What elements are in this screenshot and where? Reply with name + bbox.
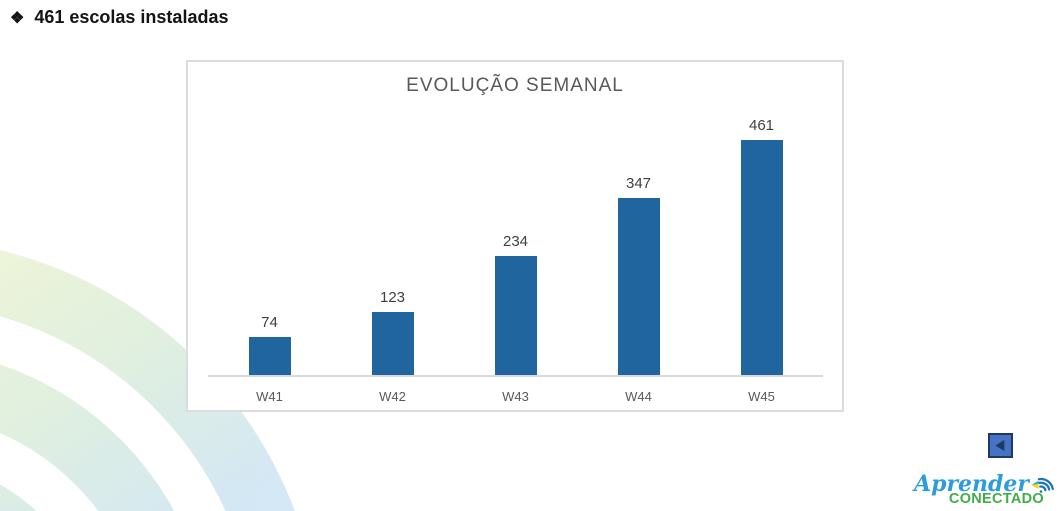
x-axis-line bbox=[208, 375, 823, 377]
bar-value-label: 461 bbox=[748, 117, 775, 134]
bar-w45 bbox=[740, 140, 783, 375]
wifi-signal-icon bbox=[1031, 477, 1054, 493]
bar-value-label: 347 bbox=[625, 175, 652, 192]
bar-w43 bbox=[494, 256, 537, 375]
x-axis-label: W41 bbox=[256, 389, 283, 404]
bar-column-w44: 347 W44 bbox=[577, 62, 700, 410]
bar-value-label: 74 bbox=[261, 314, 278, 331]
aprender-conectado-logo: Aprender CONECTADO bbox=[914, 464, 1054, 507]
left-triangle-icon bbox=[995, 439, 1005, 452]
bar-column-w42: 123 W42 bbox=[331, 62, 454, 410]
logo-text-aprender: Aprender bbox=[914, 471, 1030, 497]
x-axis-label: W43 bbox=[502, 389, 529, 404]
x-axis-label: W45 bbox=[748, 389, 775, 404]
bar-value-label: 123 bbox=[379, 289, 406, 306]
bar-w42 bbox=[371, 312, 414, 375]
bar-value-label: 234 bbox=[502, 233, 529, 250]
chart-title: EVOLUÇÃO SEMANAL bbox=[406, 75, 624, 96]
slide-heading: ❖ 461 escolas instaladas bbox=[10, 7, 228, 28]
bar-w41 bbox=[248, 337, 291, 375]
bar-column-w43: 234 W43 bbox=[454, 62, 577, 410]
back-button[interactable] bbox=[988, 433, 1013, 458]
x-axis-label: W42 bbox=[379, 389, 406, 404]
bar-column-w45: 461 W45 bbox=[700, 62, 823, 410]
plot-area: 74 W41 123 W42 234 W43 bbox=[208, 62, 823, 410]
diamond-bullet-icon: ❖ bbox=[10, 10, 25, 27]
bar-column-w41: 74 W41 bbox=[208, 62, 331, 410]
x-axis-label: W44 bbox=[625, 389, 652, 404]
slide-heading-text: 461 escolas instaladas bbox=[34, 7, 229, 27]
logo-text-conectado: CONECTADO bbox=[948, 491, 1044, 507]
bar-w44 bbox=[617, 198, 660, 375]
weekly-evolution-chart: EVOLUÇÃO SEMANAL 74 W41 123 W42 234 bbox=[186, 60, 844, 412]
